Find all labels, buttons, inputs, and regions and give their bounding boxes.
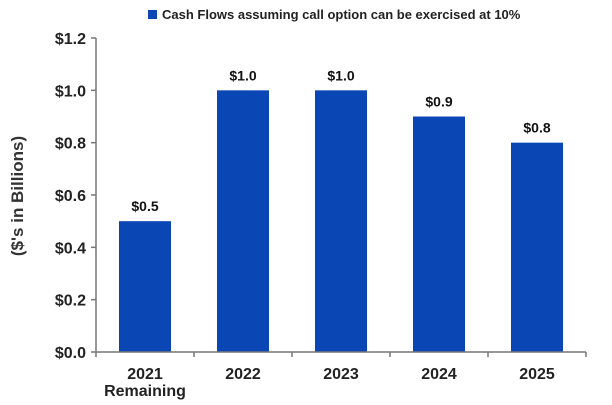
- x-tick-label: 2023: [323, 366, 359, 383]
- bar-value-label: $1.0: [229, 67, 256, 83]
- x-tick-label: 2022: [225, 366, 261, 383]
- x-tick-label-line: 2023: [323, 366, 359, 383]
- x-tick-label: 2024: [421, 366, 457, 383]
- x-tick-label-line: 2022: [225, 366, 261, 383]
- bar: [119, 221, 171, 352]
- legend-label: Cash Flows assuming call option can be e…: [162, 7, 521, 22]
- bar-value-label: $0.5: [131, 198, 158, 214]
- bar: [413, 116, 465, 352]
- bar-value-label: $0.9: [425, 94, 452, 110]
- legend-swatch: [148, 10, 157, 19]
- x-tick-label-line: 2025: [519, 366, 555, 383]
- y-tick-label: $1.2: [55, 31, 86, 48]
- bar-value-label: $0.8: [523, 120, 550, 136]
- x-tick-label-line: 2024: [421, 366, 457, 383]
- y-tick-label: $0.0: [55, 345, 86, 362]
- y-tick-label: $0.2: [55, 293, 86, 310]
- x-tick-label-line: 2021: [127, 366, 163, 383]
- y-tick-label: $0.4: [55, 240, 86, 257]
- y-tick-label: $0.6: [55, 188, 86, 205]
- bar: [217, 90, 269, 352]
- bar: [315, 90, 367, 352]
- y-tick-label: $0.8: [55, 136, 86, 153]
- x-tick-label: 2021 Remaining: [104, 366, 186, 400]
- x-tick-label: 2025: [519, 366, 555, 383]
- bar-value-label: $1.0: [327, 67, 354, 83]
- y-tick-label: $1.0: [55, 83, 86, 100]
- bar: [511, 142, 563, 352]
- x-tick-label-line: Remaining: [104, 383, 186, 400]
- legend: Cash Flows assuming call option can be e…: [148, 7, 520, 22]
